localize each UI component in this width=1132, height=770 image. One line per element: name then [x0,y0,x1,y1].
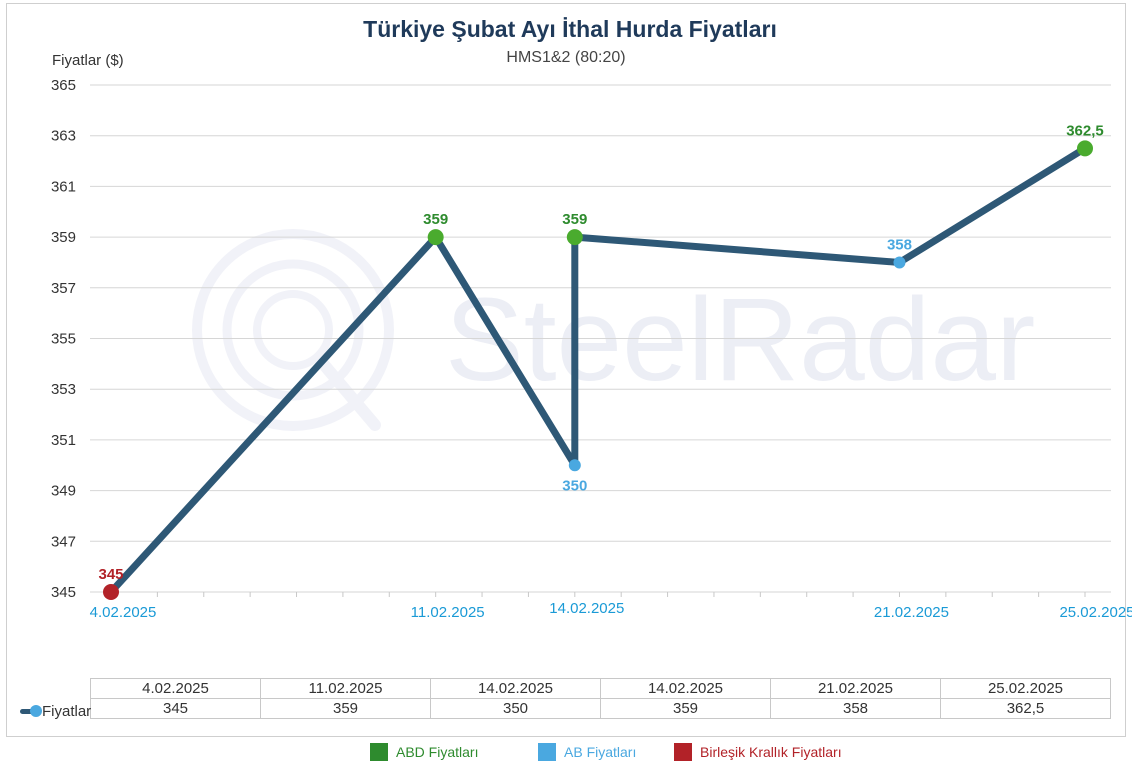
series-markers [103,140,1093,600]
data-point-5 [1077,140,1093,157]
data-label-4: 358 [887,236,912,253]
data-label-5: 362,5 [1066,122,1104,139]
y-axis-ticks: 365 363 361 359 357 355 353 351 349 347 345 [51,77,76,601]
table-value-cell: 345 [90,698,261,719]
data-label-2: 350 [562,477,587,494]
data-table: 4.02.2025 11.02.2025 14.02.2025 14.02.2025 2… [90,678,1111,719]
x-tick-label: 14.02.2025 [549,600,624,617]
chart-frame [6,3,1126,737]
table-header-cell: 21.02.2025 [770,678,941,699]
table-value-cell: 359 [260,698,431,719]
series-key-line-icon [20,704,42,717]
table-value-cell: 350 [430,698,601,719]
x-tick-label: 11.02.2025 [411,604,485,621]
x-axis-ticks: 4.02.2025 11.02.2025 14.02.2025 21.02.2025 2… [90,600,1132,621]
data-point-1 [427,229,444,246]
table-header-cell: 4.02.2025 [90,678,261,699]
table-value-row: 345 359 350 359 358 362,5 [90,698,1111,719]
chart-title: Türkiye Şubat Ayı İthal Hurda Fiyatları [363,16,777,42]
watermark-logo [192,229,394,431]
table-value-cell: 358 [770,698,941,719]
y-tick-label: 347 [51,533,76,550]
legend-item-ab: AB Fiyatları [538,743,636,761]
y-tick-label: 353 [51,381,76,398]
data-label-1: 359 [423,211,448,228]
legend-swatch-icon [538,743,556,761]
y-tick-label: 361 [51,178,76,195]
legend-item-uk: Birleşik Krallık Fiyatları [674,743,842,761]
legend-item-abd: ABD Fiyatları [370,743,478,761]
x-tick-label: 25.02.2025 [1059,604,1132,621]
y-tick-label: 349 [51,483,76,500]
line-chart: SteelRadar Türkiye Şubat Ayı İthal Hurda… [51,16,1132,621]
series-line-fiyatlar [107,144,1089,596]
legend-label: AB Fiyatları [564,744,637,760]
x-tick-label: 4.02.2025 [90,604,157,621]
y-tick-label: 359 [51,229,76,246]
data-label-0: 345 [98,566,123,583]
table-header-cell: 11.02.2025 [260,678,431,699]
table-header-cell: 25.02.2025 [940,678,1111,699]
y-tick-label: 365 [51,77,76,94]
data-point-3 [566,229,583,246]
y-axis-label: Fiyatlar ($) [52,52,124,69]
watermark-text: SteelRadar [445,274,1035,406]
data-labels: 345 359 350 359 358 362,5 [98,122,1103,583]
table-header-cell: 14.02.2025 [600,678,771,699]
data-point-4 [893,256,906,269]
series-key-label: Fiyatlar [42,702,92,720]
table-header-row: 4.02.2025 11.02.2025 14.02.2025 14.02.2025 2… [90,678,1111,699]
table-value-cell: 359 [600,698,771,719]
series-fiyatlar [107,144,1089,596]
legend-label: Birleşik Krallık Fiyatları [700,744,842,760]
y-tick-label: 351 [51,432,76,449]
series-key: Fiyatlar [20,701,91,721]
data-point-0 [103,584,119,600]
legend: ABD Fiyatları AB Fiyatları Birleşik Krallı… [0,743,1132,765]
x-tick-label: 21.02.2025 [874,604,949,621]
y-tick-label: 345 [51,584,76,601]
legend-swatch-icon [674,743,692,761]
legend-swatch-icon [370,743,388,761]
y-tick-label: 355 [51,331,76,348]
table-header-cell: 14.02.2025 [430,678,601,699]
y-tick-label: 357 [51,280,76,297]
data-label-3: 359 [562,211,587,228]
y-tick-label: 363 [51,128,76,145]
legend-label: ABD Fiyatları [396,744,479,760]
data-point-2 [568,459,581,472]
chart-subtitle: HMS1&2 (80:20) [506,49,625,66]
table-value-cell: 362,5 [940,698,1111,719]
